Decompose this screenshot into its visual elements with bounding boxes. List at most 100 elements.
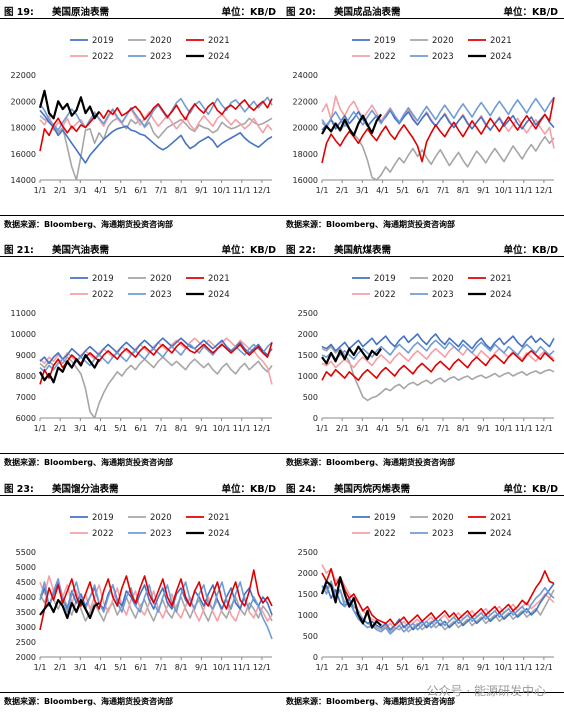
y-tick-label: 500 — [303, 632, 318, 641]
legend-label-2019: 2019 — [374, 36, 396, 46]
y-tick-label: 22000 — [293, 97, 318, 106]
legend-label-2023: 2023 — [150, 529, 172, 539]
series-line-2019 — [321, 109, 555, 131]
source-divider — [282, 453, 564, 454]
legend: 2019 2020 2021 2022 2023 2024 — [70, 513, 230, 539]
source-divider — [0, 215, 282, 216]
series-line-2020 — [321, 345, 555, 402]
chart-unit: 单位：KB/D — [221, 484, 276, 495]
legend-label-2024: 2024 — [490, 52, 512, 62]
series-line-2024 — [320, 576, 382, 629]
x-tick-label: 3/1 — [74, 424, 87, 433]
source-note: 数据来源：Bloomberg、海通期货投资咨询部 — [4, 220, 173, 229]
figure-number: 图 23: — [4, 484, 34, 495]
x-tick-label: 2/1 — [54, 186, 67, 195]
y-tick-label: 18000 — [11, 124, 36, 133]
legend-label-2024: 2024 — [490, 290, 512, 300]
y-tick-label: 2500 — [298, 548, 318, 557]
x-tick-label: 6/1 — [416, 424, 429, 433]
legend: 2019 2020 2021 2022 2023 2024 — [352, 36, 512, 62]
legend-label-2024: 2024 — [208, 290, 230, 300]
legend-label-2021: 2021 — [490, 36, 512, 46]
chart-title: 美国成品油表需 — [334, 7, 401, 18]
x-tick-label: 8/1 — [457, 186, 470, 195]
source-divider — [0, 453, 282, 454]
x-tick-label: 10/1 — [213, 186, 231, 195]
x-tick-label: 4/1 — [94, 424, 107, 433]
figure-number: 图 21: — [4, 245, 34, 256]
legend-label-2023: 2023 — [432, 52, 454, 62]
y-tick-label: 1000 — [298, 611, 318, 620]
x-tick-label: 10/1 — [495, 186, 513, 195]
chart-title: 美国汽油表需 — [52, 245, 110, 256]
x-tick-label: 12/1 — [535, 186, 553, 195]
x-tick-label: 11/1 — [233, 186, 251, 195]
y-tick-label: 18000 — [293, 150, 318, 159]
y-tick-label: 3000 — [16, 623, 36, 632]
y-tick-label: 24000 — [293, 71, 318, 80]
legend: 2019 2020 2021 2022 2023 2024 — [70, 36, 230, 62]
x-tick-label: 12/1 — [535, 663, 553, 672]
x-tick-label: 3/1 — [74, 663, 87, 672]
x-tick-label: 1/1 — [34, 424, 47, 433]
y-tick-label: 9000 — [16, 351, 36, 360]
x-tick-label: 7/1 — [155, 424, 168, 433]
series-line-2023 — [39, 96, 273, 131]
y-tick-label: 20000 — [11, 97, 36, 106]
legend-label-2020: 2020 — [432, 36, 454, 46]
chart-unit: 单位：KB/D — [503, 484, 558, 495]
x-tick-label: 5/1 — [396, 663, 409, 672]
y-tick-label: 10000 — [11, 330, 36, 339]
chart-unit: 单位：KB/D — [503, 245, 558, 256]
source-note: 数据来源：Bloomberg、海通期货投资咨询部 — [4, 458, 173, 467]
series-line-2021 — [39, 569, 273, 631]
legend-label-2022: 2022 — [92, 290, 114, 300]
legend: 2019 2020 2021 2022 2023 2024 — [70, 274, 230, 300]
y-tick-label: 5000 — [16, 563, 36, 572]
source-divider — [0, 692, 282, 693]
series-line-2019 — [321, 333, 555, 352]
y-tick-label: 2000 — [298, 330, 318, 339]
x-tick-label: 7/1 — [437, 424, 450, 433]
x-tick-label: 6/1 — [134, 663, 147, 672]
x-tick-label: 9/1 — [195, 186, 208, 195]
x-tick-label: 12/1 — [253, 186, 271, 195]
x-tick-label: 3/1 — [74, 186, 87, 195]
legend-label-2023: 2023 — [432, 529, 454, 539]
chart-panel: 图 22: 美国航煤表需 单位：KB/D 2019 2020 2021 2022 2023 20… — [282, 238, 564, 476]
chart-panel: 图 19: 美国原油表需 单位：KB/D 2019 2020 2021 2022 2023 20… — [0, 0, 282, 238]
y-tick-label: 4000 — [16, 593, 36, 602]
y-tick-label: 22000 — [11, 71, 36, 80]
chart-header: 图 23: 美国馏分油表需 单位：KB/D — [0, 479, 282, 496]
x-tick-label: 9/1 — [195, 424, 208, 433]
legend: 2019 2020 2021 2022 2023 2024 — [352, 513, 512, 539]
series-line-2024 — [321, 113, 383, 137]
series-line-2020 — [321, 118, 555, 181]
x-tick-label: 5/1 — [114, 663, 127, 672]
x-tick-label: 11/1 — [233, 424, 251, 433]
legend-label-2021: 2021 — [208, 513, 230, 523]
source-note: 数据来源：Bloomberg、海通期货投资咨询部 — [286, 220, 455, 229]
legend-label-2020: 2020 — [150, 36, 172, 46]
y-tick-label: 3500 — [16, 608, 36, 617]
x-tick-label: 6/1 — [416, 663, 429, 672]
x-tick-label: 8/1 — [175, 186, 188, 195]
x-tick-label: 1/1 — [34, 186, 47, 195]
chart-title: 美国馏分油表需 — [52, 484, 119, 495]
series-line-2023 — [39, 578, 273, 640]
x-tick-label: 8/1 — [175, 424, 188, 433]
legend-label-2020: 2020 — [432, 513, 454, 523]
y-tick-label: 8000 — [16, 372, 36, 381]
series-line-2022 — [321, 564, 555, 631]
x-tick-label: 11/1 — [515, 424, 533, 433]
x-tick-label: 10/1 — [213, 424, 231, 433]
line-chart: 2019 2020 2021 2022 2023 2024 0 500 1000 1500 2000… — [298, 274, 555, 433]
x-tick-label: 9/1 — [477, 186, 490, 195]
legend-label-2022: 2022 — [92, 529, 114, 539]
series-line-2020 — [321, 580, 555, 633]
legend-label-2021: 2021 — [490, 274, 512, 284]
chart-unit: 单位：KB/D — [221, 7, 276, 18]
x-tick-label: 1/1 — [34, 663, 47, 672]
figure-number: 图 20: — [286, 7, 316, 18]
y-tick-label: 5500 — [16, 548, 36, 557]
